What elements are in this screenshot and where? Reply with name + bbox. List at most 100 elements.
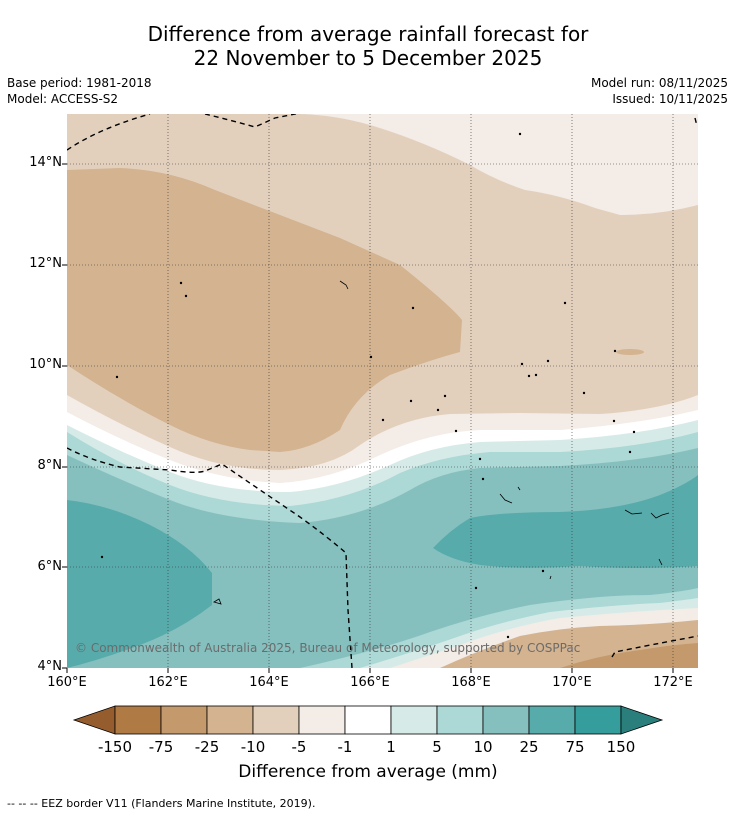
island-dot bbox=[534, 373, 538, 377]
island-dot bbox=[582, 391, 586, 395]
island-dot bbox=[478, 457, 482, 461]
colorbar-segment bbox=[528, 705, 576, 735]
lon-label-172: 172°E bbox=[653, 675, 693, 690]
lon-label-170: 170°E bbox=[552, 675, 592, 690]
island-dot bbox=[100, 555, 104, 559]
colorbar-label: -1 bbox=[337, 738, 353, 756]
island-dot bbox=[481, 477, 485, 481]
colorbar bbox=[72, 705, 664, 735]
info-right: Model run: 08/11/2025 Issued: 10/11/2025 bbox=[591, 75, 728, 107]
island-dot bbox=[632, 430, 636, 434]
colorbar-extend-low bbox=[72, 705, 116, 735]
island-dot bbox=[612, 419, 616, 423]
eez-borders bbox=[67, 114, 698, 668]
band-plus25-east bbox=[433, 475, 698, 568]
lat-label-8: 8°N bbox=[37, 458, 63, 473]
island-dot bbox=[454, 429, 458, 433]
band-plus25-west bbox=[67, 500, 212, 668]
island-dot bbox=[527, 374, 531, 378]
band-minus5-top bbox=[300, 114, 698, 215]
lon-label-164: 164°E bbox=[249, 675, 289, 690]
island-dot bbox=[443, 394, 447, 398]
island-dot bbox=[369, 355, 373, 359]
eez-legend-note: -- -- -- EEZ border V11 (Flanders Marine… bbox=[7, 797, 316, 810]
band-minus75-south bbox=[560, 643, 698, 668]
colorbar-label: -75 bbox=[148, 738, 174, 756]
islands bbox=[100, 132, 670, 639]
colorbar-segment bbox=[114, 705, 162, 735]
colorbar-label: 1 bbox=[386, 738, 396, 756]
lat-label-4: 4°N bbox=[37, 659, 63, 674]
colorbar-extend-high bbox=[620, 705, 664, 735]
lat-label-14: 14°N bbox=[29, 155, 62, 170]
island-dot bbox=[563, 301, 567, 305]
island-dot bbox=[115, 375, 119, 379]
graticule bbox=[67, 114, 698, 668]
island-atoll bbox=[624, 509, 643, 515]
colorbar-segment bbox=[436, 705, 484, 735]
lon-label-168: 168°E bbox=[451, 675, 491, 690]
colorbar-label: -10 bbox=[240, 738, 266, 756]
colorbar-segment bbox=[298, 705, 346, 735]
colorbar-label: 75 bbox=[565, 738, 585, 756]
island-dot bbox=[546, 359, 550, 363]
island-atoll bbox=[549, 575, 552, 580]
map-title: Difference from average rainfall forecas… bbox=[0, 22, 736, 70]
island-dot bbox=[613, 349, 617, 353]
lon-label-160: 160°E bbox=[47, 675, 87, 690]
colorbar-label: -150 bbox=[97, 738, 133, 756]
colorbar-segment bbox=[252, 705, 300, 735]
island-dot bbox=[381, 418, 385, 422]
island-dot bbox=[518, 132, 522, 136]
copyright-notice: © Commonwealth of Australia 2025, Bureau… bbox=[75, 641, 581, 655]
island-atoll bbox=[339, 280, 349, 290]
island-dot bbox=[541, 569, 545, 573]
rainfall-contours bbox=[67, 114, 698, 668]
eez-border-central bbox=[67, 447, 353, 668]
lon-label-162: 162°E bbox=[148, 675, 188, 690]
info-left: Base period: 1981-2018 Model: ACCESS-S2 bbox=[7, 75, 152, 107]
lat-label-6: 6°N bbox=[37, 559, 63, 574]
island-atoll bbox=[499, 493, 513, 504]
colorbar-segment bbox=[206, 705, 254, 735]
island-atoll bbox=[658, 558, 663, 566]
lat-label-12: 12°N bbox=[29, 256, 62, 271]
colorbar-label: 25 bbox=[519, 738, 539, 756]
island-atoll bbox=[213, 598, 222, 605]
small-dry-patch bbox=[616, 349, 644, 355]
colorbar-label: -25 bbox=[194, 738, 220, 756]
colorbar-label: 5 bbox=[432, 738, 442, 756]
axis-ticks bbox=[62, 163, 674, 673]
colorbar-segment bbox=[574, 705, 622, 735]
island-dot bbox=[184, 294, 188, 298]
band-minus25-patch bbox=[67, 168, 462, 452]
island-atoll bbox=[650, 512, 670, 519]
base-period: Base period: 1981-2018 bbox=[7, 76, 152, 90]
island-dot bbox=[628, 450, 632, 454]
island-dot bbox=[436, 408, 440, 412]
island-dot bbox=[506, 635, 510, 639]
eez-border-northeast bbox=[694, 117, 698, 127]
island-dot bbox=[409, 399, 413, 403]
colorbar-segment bbox=[390, 705, 438, 735]
title-line-1: Difference from average rainfall forecas… bbox=[147, 22, 589, 46]
colorbar-label: -5 bbox=[291, 738, 307, 756]
colorbar-segment bbox=[160, 705, 208, 735]
colorbar-label: 10 bbox=[473, 738, 493, 756]
colorbar-segment bbox=[482, 705, 530, 735]
island-dot bbox=[179, 281, 183, 285]
eez-border-southeast bbox=[611, 635, 698, 658]
issued-date: Issued: 10/11/2025 bbox=[612, 92, 728, 106]
colorbar-label: 150 bbox=[606, 738, 636, 756]
lat-label-10: 10°N bbox=[29, 357, 62, 372]
lon-label-166: 166°E bbox=[350, 675, 390, 690]
island-atoll bbox=[517, 486, 521, 491]
island-dot bbox=[474, 586, 478, 590]
model-name: Model: ACCESS-S2 bbox=[7, 92, 119, 106]
island-dot bbox=[520, 362, 524, 366]
colorbar-segment bbox=[344, 705, 392, 735]
island-dot bbox=[411, 306, 415, 310]
colorbar-title: Difference from average (mm) bbox=[238, 762, 498, 782]
model-run: Model run: 08/11/2025 bbox=[590, 76, 728, 90]
